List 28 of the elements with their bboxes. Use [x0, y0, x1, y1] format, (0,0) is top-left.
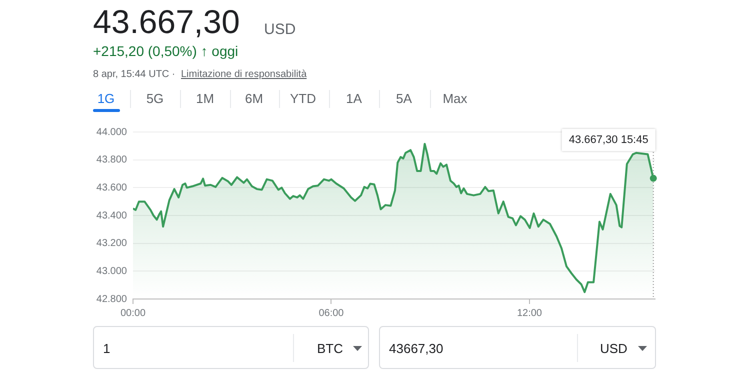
- chart-title: 43.667,30: [93, 2, 240, 42]
- text: YTD: [289, 91, 317, 107]
- text: BTC: [317, 341, 343, 357]
- text: 1: [103, 341, 110, 357]
- text: 5G: [145, 91, 165, 107]
- chart-subtitle: +215,20 (0,50%) ↑ oggi: [93, 43, 238, 59]
- x-tick-label: 06:00: [318, 308, 344, 319]
- y-tick-label: 43.000: [96, 266, 128, 277]
- y-tick-label: 43.400: [96, 210, 128, 222]
- text: 1A: [345, 91, 363, 107]
- annotation: 43.667,30 15:45: [568, 134, 648, 146]
- text: 8 apr, 15:44 UTC ·: [93, 68, 176, 82]
- text: USD: [264, 21, 296, 38]
- text: USD: [600, 341, 628, 357]
- text: 5A: [395, 91, 413, 107]
- y-tick-label: 44.000: [96, 126, 128, 138]
- x-tick-label: 00:00: [120, 308, 146, 319]
- text: 43667,30: [389, 341, 444, 357]
- x-tick-label: 12:00: [516, 308, 542, 319]
- y-tick-label: 43.200: [96, 238, 128, 250]
- y-tick-label: 43.800: [96, 154, 128, 166]
- y-tick-label: 42.800: [96, 294, 128, 305]
- text: 6M: [244, 91, 264, 107]
- text: Limitazione di responsabilità: [181, 68, 307, 82]
- text: 1M: [194, 91, 216, 107]
- text: 1G: [96, 91, 116, 107]
- y-tick-label: 43.600: [96, 182, 128, 194]
- text: Max: [442, 91, 468, 107]
